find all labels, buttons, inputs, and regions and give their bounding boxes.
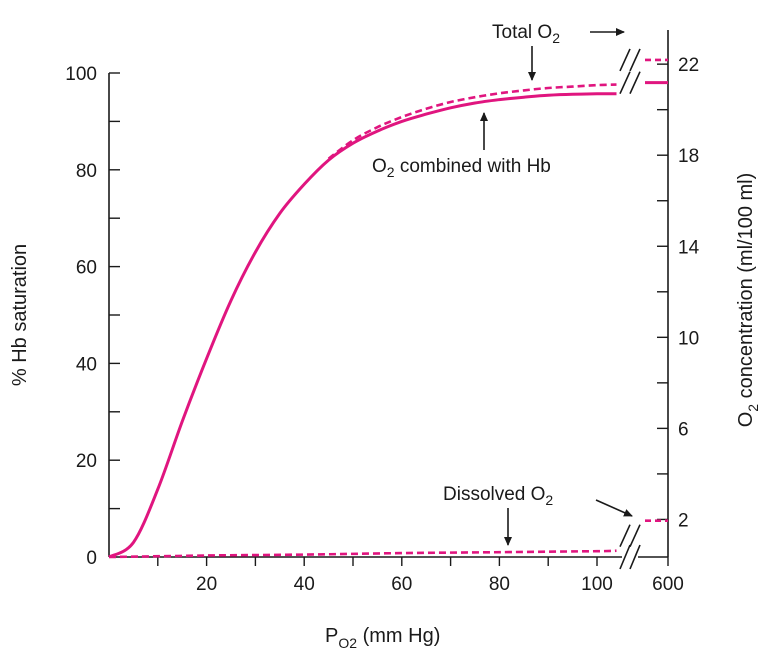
x-tick-label: 20	[196, 574, 217, 595]
series-break-mark	[629, 524, 641, 548]
y-left-tick-label: 0	[86, 548, 97, 569]
series-total-o2	[327, 83, 617, 160]
right-y-axis-ticks: 2 6 10 14 18 22	[657, 55, 700, 531]
series-break-mark	[619, 71, 631, 95]
y-left-tick-label: 20	[76, 451, 97, 472]
y-right-tick-label: 22	[678, 55, 699, 76]
right-y-axis-title: O2 concentration (ml/100 ml)	[735, 173, 761, 428]
y-left-tick-label: 40	[76, 354, 97, 375]
annotation-total-o2: Total O2	[492, 22, 560, 46]
x-axis-title: PO2 (mm Hg)	[325, 625, 440, 651]
x-tick-label: 600	[652, 574, 684, 595]
y-left-tick-label: 80	[76, 161, 97, 182]
y-right-tick-label: 10	[678, 328, 699, 349]
y-right-tick-label: 18	[678, 146, 699, 167]
series-o2-combined-with-hb	[108, 92, 617, 559]
y-right-tick-label: 6	[678, 419, 689, 440]
series-break-mark	[619, 48, 631, 72]
annotation-dissolved-o2: Dissolved O2	[443, 484, 553, 508]
y-left-tick-label: 100	[65, 64, 97, 85]
series-break-mark	[629, 48, 641, 72]
left-y-axis-ticks: 0 20 40 60 80 100	[65, 64, 120, 569]
series-dissolved-o2	[108, 549, 617, 559]
arrow-dissolved-o2-to-end	[595, 499, 633, 517]
y-right-tick-label: 2	[678, 510, 689, 531]
x-tick-label: 100	[581, 574, 613, 595]
x-axis-ticks: 20 40 60 80 100 600	[157, 557, 684, 595]
y-right-tick-label: 14	[678, 237, 700, 258]
x-axis-break-mark-1	[619, 544, 631, 570]
x-tick-label: 40	[294, 574, 315, 595]
annotation-o2-combined-with-hb: O2 combined with Hb	[372, 156, 551, 180]
x-tick-label: 80	[489, 574, 510, 595]
series-break-mark	[629, 71, 641, 95]
y-left-tick-label: 60	[76, 258, 97, 279]
x-axis-break-mark-2	[629, 544, 641, 570]
series-break-mark	[619, 524, 631, 548]
series-break-marks	[619, 48, 641, 548]
left-y-axis-title: % Hb saturation	[9, 244, 31, 386]
x-tick-label: 60	[391, 574, 412, 595]
